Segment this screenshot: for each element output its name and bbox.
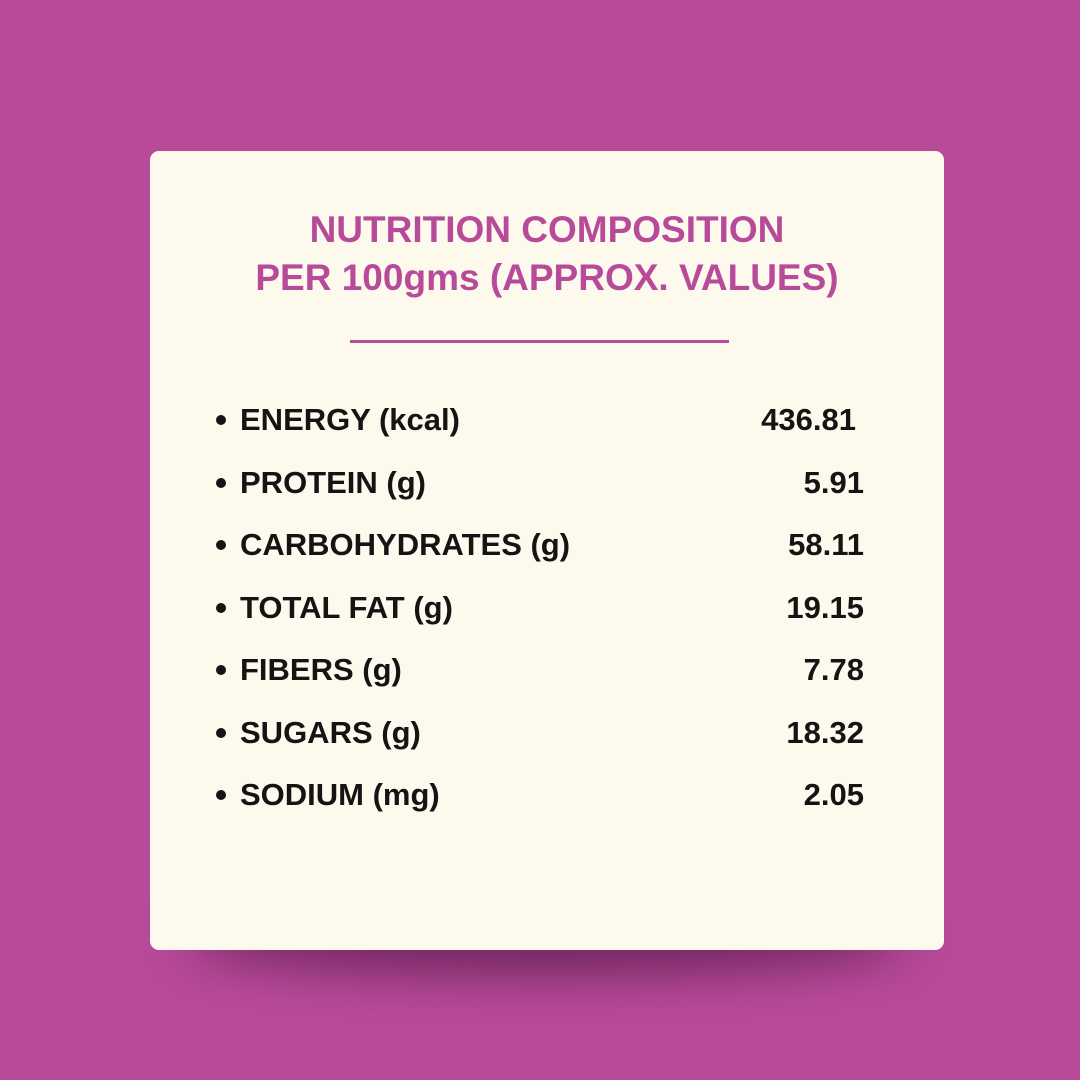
nutrient-row-carbohydrates: CARBOHYDRATES (g) 58.11 [216,514,864,577]
nutrient-label: TOTAL FAT (g) [240,589,453,625]
nutrient-value: 18.32 [786,714,864,750]
nutrient-row-sugars: SUGARS (g) 18.32 [216,702,864,765]
title-line-2: PER 100gms (APPROX. VALUES) [255,257,839,298]
title-line-1: NUTRITION COMPOSITION [309,209,785,250]
nutrient-row-energy: ENERGY (kcal) 436.81 [216,389,864,452]
nutrition-title: NUTRITION COMPOSITION PER 100gms (APPROX… [150,206,944,302]
nutrient-row-sodium: SODIUM (mg) 2.05 [216,764,864,827]
nutrient-label: SODIUM (mg) [240,777,440,812]
nutrient-value: 5.91 [803,464,864,500]
nutrient-row-total-fat: TOTAL FAT (g) 19.15 [216,577,864,640]
bullet-icon [216,477,226,488]
bullet-icon [216,415,226,425]
bullet-icon [216,665,226,675]
nutrient-value: 19.15 [786,589,864,625]
nutrient-label: SUGARS (g) [240,714,421,750]
bullet-icon [216,727,226,738]
nutrient-list: ENERGY (kcal) 436.81 PROTEIN (g) 5.91 CA… [216,389,864,827]
nutrient-row-protein: PROTEIN (g) 5.91 [216,452,864,515]
nutrient-value: 7.78 [803,652,864,687]
nutrient-label: PROTEIN (g) [240,464,426,500]
title-divider [350,340,729,343]
nutrient-value: 58.11 [788,527,864,562]
nutrient-label: FIBERS (g) [240,652,402,687]
bullet-icon [216,540,226,550]
bullet-icon [216,790,226,800]
nutrient-row-fibers: FIBERS (g) 7.78 [216,639,864,702]
nutrition-card: NUTRITION COMPOSITION PER 100gms (APPROX… [150,151,944,950]
bullet-icon [216,602,226,613]
nutrient-label: ENERGY (kcal) [240,402,460,437]
nutrient-value: 2.05 [803,777,864,812]
nutrient-label: CARBOHYDRATES (g) [240,527,571,562]
nutrient-value: 436.81 [761,402,856,437]
